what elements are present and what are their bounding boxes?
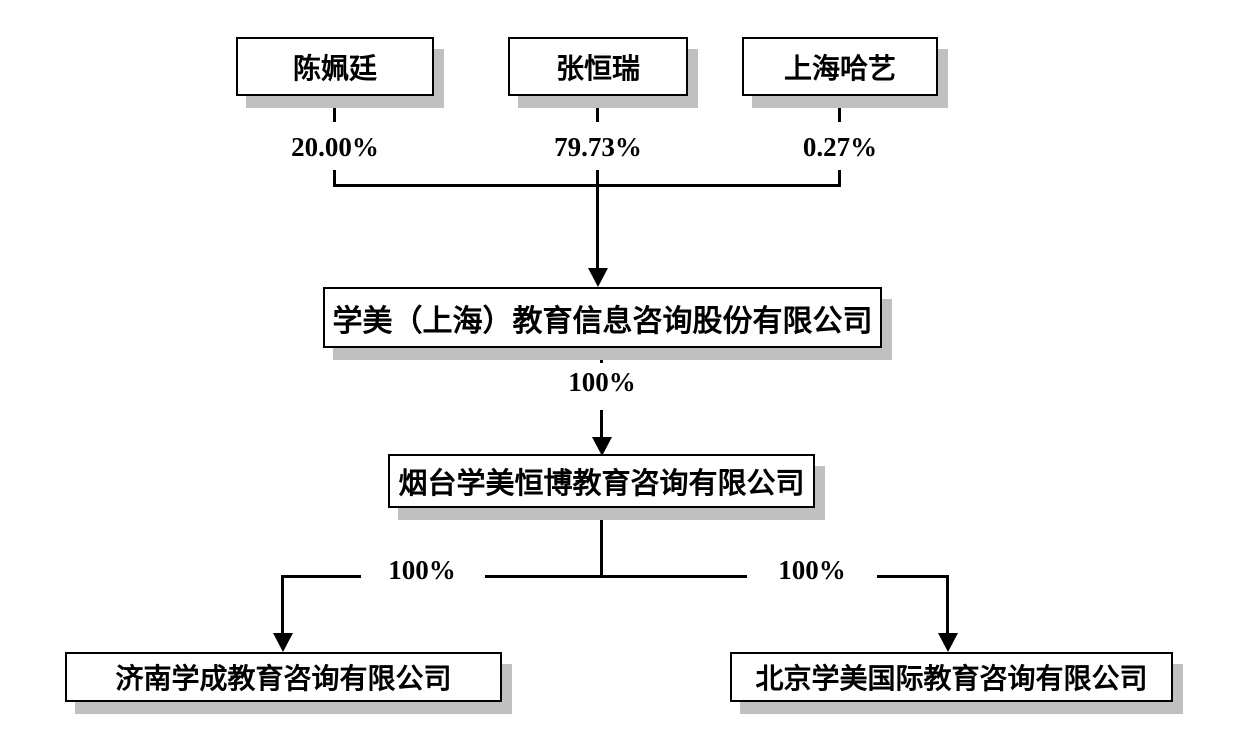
connector-to-beijing [946, 575, 949, 634]
connector-branch-middle [485, 575, 747, 578]
grandchild-box-beijing: 北京学美国际教育咨询有限公司 [730, 652, 1173, 702]
ownership-percent-beijing: 100% [772, 555, 852, 586]
shareholder-name: 张恒瑞 [555, 52, 640, 84]
parent-company-box: 学美（上海）教育信息咨询股份有限公司 [323, 287, 882, 348]
connector-parent-stub [600, 348, 603, 363]
connector-branch-right-a [877, 575, 949, 578]
ownership-percent-jinan: 100% [382, 555, 462, 586]
shareholder-name: 陈姵廷 [292, 52, 377, 84]
grandchild-name-beijing: 北京学美国际教育咨询有限公司 [755, 663, 1148, 694]
connector-stub-hayi [838, 96, 841, 122]
arrow-down-icon [938, 633, 958, 652]
ownership-percent-chen: 20.00% [285, 132, 385, 163]
ownership-percent-parent-subsidiary: 100% [562, 367, 642, 398]
connector-to-jinan [281, 575, 284, 634]
connector-subsidiary-drop [600, 508, 603, 578]
ownership-percent-zhang: 79.73% [548, 132, 648, 163]
connector-bus-shareholders [333, 184, 841, 187]
connector-stub-hayi-lower [838, 170, 841, 187]
connector-stub-zhang [596, 96, 599, 122]
connector-to-parent [596, 170, 599, 270]
parent-company-name: 学美（上海）教育信息咨询股份有限公司 [332, 304, 873, 338]
ownership-percent-hayi: 0.27% [796, 132, 884, 163]
connector-parent-to-subsidiary [600, 410, 603, 440]
connector-stub-chen [333, 96, 336, 122]
arrow-down-icon [273, 633, 293, 652]
subsidiary-name: 烟台学美恒博教育咨询有限公司 [398, 468, 805, 500]
shareholder-box-zhanghengrui: 张恒瑞 [508, 37, 688, 96]
connector-branch-left-a [281, 575, 361, 578]
grandchild-name-jinan: 济南学成教育咨询有限公司 [115, 663, 452, 694]
subsidiary-box: 烟台学美恒博教育咨询有限公司 [388, 454, 815, 508]
arrow-down-icon [592, 437, 612, 456]
shareholder-box-chenpeiting: 陈姵廷 [236, 37, 434, 96]
grandchild-box-jinan: 济南学成教育咨询有限公司 [65, 652, 502, 702]
arrow-down-icon [588, 268, 608, 287]
shareholder-name: 上海哈艺 [783, 52, 896, 84]
shareholder-box-shanghaihayi: 上海哈艺 [742, 37, 938, 96]
connector-stub-chen-lower [333, 170, 336, 187]
